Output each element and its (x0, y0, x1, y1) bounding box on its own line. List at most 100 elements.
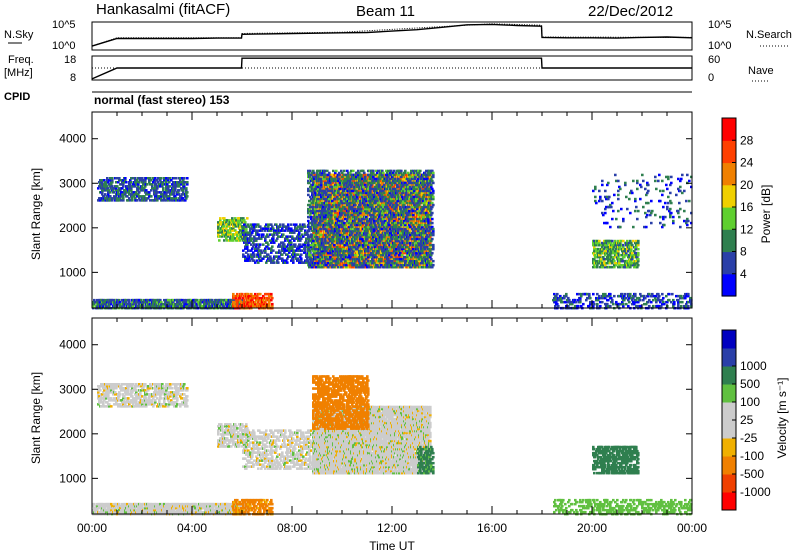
range-gate-cell (264, 229, 267, 232)
range-gate-cell (316, 211, 319, 215)
range-gate-cell (281, 257, 284, 260)
range-gate-cell (305, 233, 308, 236)
range-gate-cell (304, 229, 307, 232)
range-gate-cell (276, 259, 279, 262)
range-gate-cell (219, 219, 222, 222)
range-gate-cell (286, 245, 289, 248)
range-gate-cell (228, 219, 231, 222)
range-gate-cell (293, 239, 296, 242)
range-gate-cell (239, 298, 242, 302)
range-gate-cell (127, 199, 130, 202)
range-gate-cell (284, 245, 287, 248)
range-gate-cell (223, 219, 226, 222)
range-gate-cell (153, 179, 156, 182)
range-gate-cell (249, 229, 252, 232)
range-gate-cell (104, 185, 107, 188)
range-gate-cell (136, 179, 139, 182)
range-gate-cell (297, 235, 300, 238)
range-gate-cell (259, 255, 262, 258)
range-gate-cell (292, 237, 295, 240)
range-gate-cell (247, 231, 250, 234)
freq-tick-low: 8 (70, 72, 76, 84)
range-gate-cell (274, 231, 277, 234)
range-gate-cell (138, 181, 141, 184)
range-gate-cell (252, 245, 255, 248)
range-gate-cell (306, 257, 309, 260)
range-gate-cell (254, 229, 257, 232)
range-gate-cell (128, 298, 131, 302)
range-gate-cell (305, 239, 308, 242)
range-gate-cell (282, 245, 285, 248)
range-gate-cell (211, 298, 214, 302)
range-gate-cell (278, 249, 281, 252)
range-gate-cell (148, 191, 151, 194)
range-gate-cell (175, 197, 178, 200)
range-gate-cell (257, 247, 260, 250)
range-gate-cell (160, 300, 163, 304)
range-gate-cell (165, 300, 168, 304)
range-gate-cell (199, 300, 202, 304)
figure-title: Hankasalmi (fitACF) (96, 1, 230, 18)
range-gate-cell (120, 195, 123, 198)
range-gate-cell (175, 199, 178, 202)
range-gate-cell (164, 191, 167, 194)
range-gate-cell (234, 217, 237, 220)
range-gate-cell (305, 261, 308, 264)
range-gate-cell (181, 199, 184, 202)
range-gate-cell (244, 245, 247, 248)
range-gate-cell (284, 229, 287, 232)
range-gate-cell (262, 243, 265, 246)
range-gate-cell (316, 259, 319, 263)
range-gate-cell (167, 199, 170, 202)
range-gate-cell (168, 189, 171, 192)
range-gate-cell (322, 187, 325, 191)
range-gate-cell (252, 237, 255, 240)
range-gate-cell (289, 255, 292, 258)
range-gate-cell (287, 255, 290, 258)
range-gate-cell (232, 221, 235, 224)
range-gate-cell (288, 243, 291, 246)
range-gate-cell (155, 183, 158, 186)
range-gate-cell (265, 304, 268, 308)
range-gate-cell (118, 177, 121, 180)
range-gate-cell (267, 235, 270, 238)
range-gate-cell (147, 177, 150, 180)
range-gate-cell (104, 193, 107, 196)
range-gate-cell (168, 195, 171, 198)
range-gate-cell (281, 247, 284, 250)
range-gate-cell (282, 233, 285, 236)
range-gate-cell (229, 237, 232, 240)
range-gate-cell (152, 187, 155, 190)
range-gate-cell (300, 257, 303, 260)
range-gate-cell (240, 233, 243, 236)
range-gate-cell (320, 229, 323, 233)
range-gate-cell (183, 177, 186, 180)
nave-tick-high: 60 (708, 54, 720, 66)
range-gate-cell (284, 249, 287, 252)
range-gate-cell (273, 229, 276, 232)
range-gate-cell (254, 300, 257, 304)
range-gate-cell (136, 181, 139, 184)
range-gate-cell (254, 261, 257, 264)
range-gate-cell (138, 300, 141, 304)
range-gate-cell (142, 179, 145, 182)
range-gate-cell (314, 181, 317, 185)
range-gate-cell (108, 189, 111, 192)
range-gate-cell (107, 193, 110, 196)
range-gate-cell (310, 227, 313, 230)
range-gate-cell (291, 247, 294, 250)
range-gate-cell (111, 181, 114, 184)
range-gate-cell (232, 235, 235, 238)
range-gate-cell (101, 183, 104, 186)
range-gate-cell (304, 251, 307, 254)
range-gate-cell (116, 177, 119, 180)
range-gate-cell (121, 187, 124, 190)
range-gate-cell (260, 237, 263, 240)
range-gate-cell (268, 229, 271, 232)
range-gate-cell (234, 233, 237, 236)
range-gate-cell (170, 197, 173, 200)
range-gate-cell (247, 300, 250, 304)
range-gate-cell (246, 217, 249, 220)
range-gate-cell (199, 302, 202, 306)
range-gate-cell (115, 187, 118, 190)
